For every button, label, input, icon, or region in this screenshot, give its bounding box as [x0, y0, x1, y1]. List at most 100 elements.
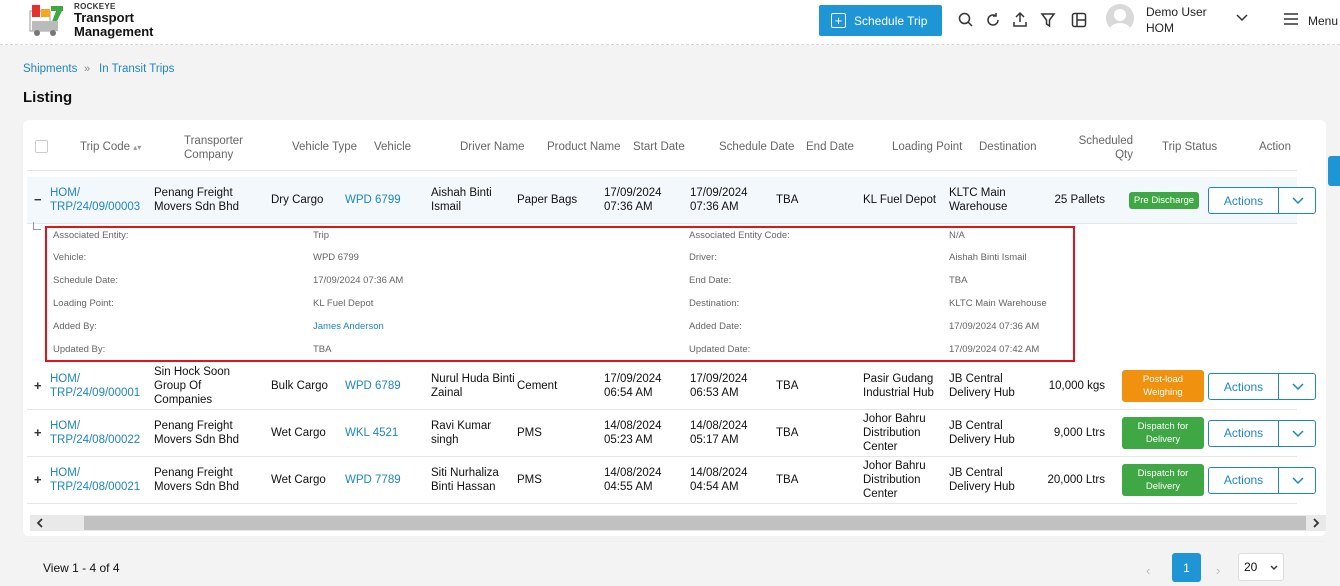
search-icon[interactable]: [957, 11, 975, 29]
refresh-icon[interactable]: [984, 11, 1002, 29]
actions-dropdown-button[interactable]: [1278, 419, 1316, 447]
scrollbar-thumb[interactable]: [84, 516, 1306, 530]
status-line2: Delivery: [1145, 480, 1181, 492]
expand-toggle-icon[interactable]: −: [34, 192, 42, 207]
product-name: PMS: [517, 426, 542, 439]
start-date: 14/08/2024 05:23 AM: [604, 419, 662, 447]
expand-toggle-icon[interactable]: +: [34, 378, 42, 393]
detail-value[interactable]: James Anderson: [313, 321, 384, 332]
transporter-company: Penang Freight Movers Sdn Bhd: [154, 419, 239, 447]
schedule-date-line2: 04:54 AM: [690, 480, 739, 493]
vehicle-link[interactable]: WPD 6799: [345, 194, 401, 206]
detail-value: WPD 6799: [313, 252, 359, 263]
vehicle-link[interactable]: WKL 4521: [345, 426, 399, 439]
detail-value: TBA: [313, 344, 332, 355]
trip-code-link-line1: HOM/: [50, 466, 81, 479]
schedule-trip-button[interactable]: + Schedule Trip: [819, 5, 942, 36]
destination-line2: Delivery Hub: [949, 480, 1015, 493]
schedule-date: 17/09/2024 07:36 AM: [690, 186, 748, 214]
vehicle-link[interactable]: WPD 6789: [345, 380, 401, 392]
expand-toggle-icon[interactable]: +: [34, 424, 42, 440]
start-date-line1: 17/09/2024: [604, 187, 662, 199]
transporter-company-line2: Movers Sdn Bhd: [154, 201, 240, 213]
status-line1: Dispatch for: [1137, 420, 1189, 432]
actions-button[interactable]: Actions: [1208, 187, 1279, 214]
avatar[interactable]: [1106, 4, 1134, 32]
side-panel-tab[interactable]: [1328, 156, 1340, 186]
trip-code-link[interactable]: HOM/TRP/24/09/00003: [50, 186, 140, 214]
trip-code-link[interactable]: HOM/TRP/24/09/00001: [50, 372, 140, 400]
detail-value: Aishah Binti Ismail: [949, 252, 1027, 263]
product-name: Cement: [517, 380, 558, 392]
detail-label: Associated Entity Code:: [689, 230, 790, 241]
loading-point: Johor Bahru Distribution Center: [863, 412, 926, 454]
scheduled-qty: 20,000 Ltrs: [1047, 473, 1105, 486]
actions-button[interactable]: Actions: [1208, 466, 1279, 494]
footer-divider: [23, 541, 1326, 542]
actions-dropdown-button[interactable]: [1278, 373, 1316, 400]
detail-value: TBA: [949, 275, 968, 286]
trip-code-link[interactable]: HOM/TRP/24/08/00021: [50, 466, 140, 494]
actions-button[interactable]: Actions: [1208, 419, 1279, 447]
breadcrumb-in-transit[interactable]: In Transit Trips: [99, 63, 175, 75]
end-date: TBA: [776, 380, 799, 392]
header-scheduled-qty: Scheduled Qty: [1077, 134, 1133, 162]
header-transporter-line2: Company: [184, 149, 234, 161]
select-all-checkbox[interactable]: [35, 140, 48, 153]
status-badge: Pre Discharge: [1129, 191, 1199, 209]
loading-point: KL Fuel Depot: [863, 193, 936, 207]
expand-toggle-icon[interactable]: +: [34, 471, 42, 487]
header-qty-line1: Scheduled: [1078, 135, 1133, 147]
header-loading-point: Loading Point: [892, 141, 963, 153]
destination-line2: Delivery Hub: [949, 387, 1015, 399]
user-name[interactable]: Demo User: [1146, 5, 1207, 19]
chevron-down-icon[interactable]: [1236, 13, 1248, 23]
vehicle-link[interactable]: WPD 7789: [345, 473, 401, 486]
columns-icon[interactable]: [1070, 11, 1088, 29]
row-divider: [27, 409, 1297, 410]
next-page-icon[interactable]: ›: [1216, 563, 1221, 578]
destination-line1: JB Central: [949, 419, 1003, 432]
trip-code-link-line2: TRP/24/08/00022: [50, 433, 141, 446]
loading-point-line1: Johor Bahru: [863, 459, 926, 472]
detail-value: N/A: [949, 230, 965, 241]
page-title: Listing: [23, 89, 73, 106]
header-trip-status: Trip Status: [1162, 141, 1218, 153]
transporter-company-line1: Penang Freight: [154, 419, 233, 432]
status-badge: Dispatch for Delivery: [1122, 463, 1204, 496]
upload-icon[interactable]: [1011, 11, 1029, 29]
prev-page-icon[interactable]: ‹: [1146, 563, 1151, 578]
scroll-left-icon[interactable]: [35, 518, 45, 528]
horizontal-scrollbar[interactable]: [30, 515, 1326, 531]
start-date: 14/08/2024 04:55 AM: [604, 466, 662, 494]
actions-dropdown-button[interactable]: [1278, 466, 1316, 494]
schedule-date-line2: 05:17 AM: [690, 433, 739, 446]
scroll-right-icon[interactable]: [1311, 518, 1321, 528]
sort-icon[interactable]: ▴▾: [133, 143, 142, 152]
actions-button[interactable]: Actions: [1208, 373, 1279, 400]
schedule-date-line1: 14/08/2024: [690, 466, 748, 479]
status-badge: Dispatch for Delivery: [1122, 416, 1204, 449]
header-trip-code[interactable]: Trip Code ▴▾: [80, 140, 141, 155]
destination-line1: KLTC Main: [949, 187, 1006, 199]
page-1-button[interactable]: 1: [1172, 553, 1201, 582]
hamburger-icon[interactable]: [1284, 13, 1298, 25]
transporter-company-line3: Companies: [154, 394, 213, 406]
trip-code-link[interactable]: HOM/TRP/24/08/00022: [50, 419, 140, 447]
header-driver: Driver Name: [460, 141, 525, 153]
user-org[interactable]: HOM: [1146, 21, 1174, 35]
schedule-date: 17/09/2024 06:53 AM: [690, 372, 748, 400]
start-date-line2: 05:23 AM: [604, 433, 653, 446]
row-divider: [27, 503, 1297, 504]
detail-label: Driver:: [689, 252, 717, 263]
actions-dropdown-button[interactable]: [1278, 187, 1316, 214]
header-end-date: End Date: [806, 141, 854, 153]
destination: JB Central Delivery Hub: [949, 372, 1015, 400]
page-size-select[interactable]: 20: [1238, 553, 1284, 581]
start-date-line2: 04:55 AM: [604, 480, 653, 493]
menu-label[interactable]: Menu: [1308, 14, 1339, 28]
trip-code-link-line1: HOM/: [50, 187, 81, 199]
breadcrumb-shipments[interactable]: Shipments: [23, 63, 78, 75]
trip-code-link-line1: HOM/: [50, 419, 81, 432]
filter-icon[interactable]: [1039, 11, 1057, 29]
